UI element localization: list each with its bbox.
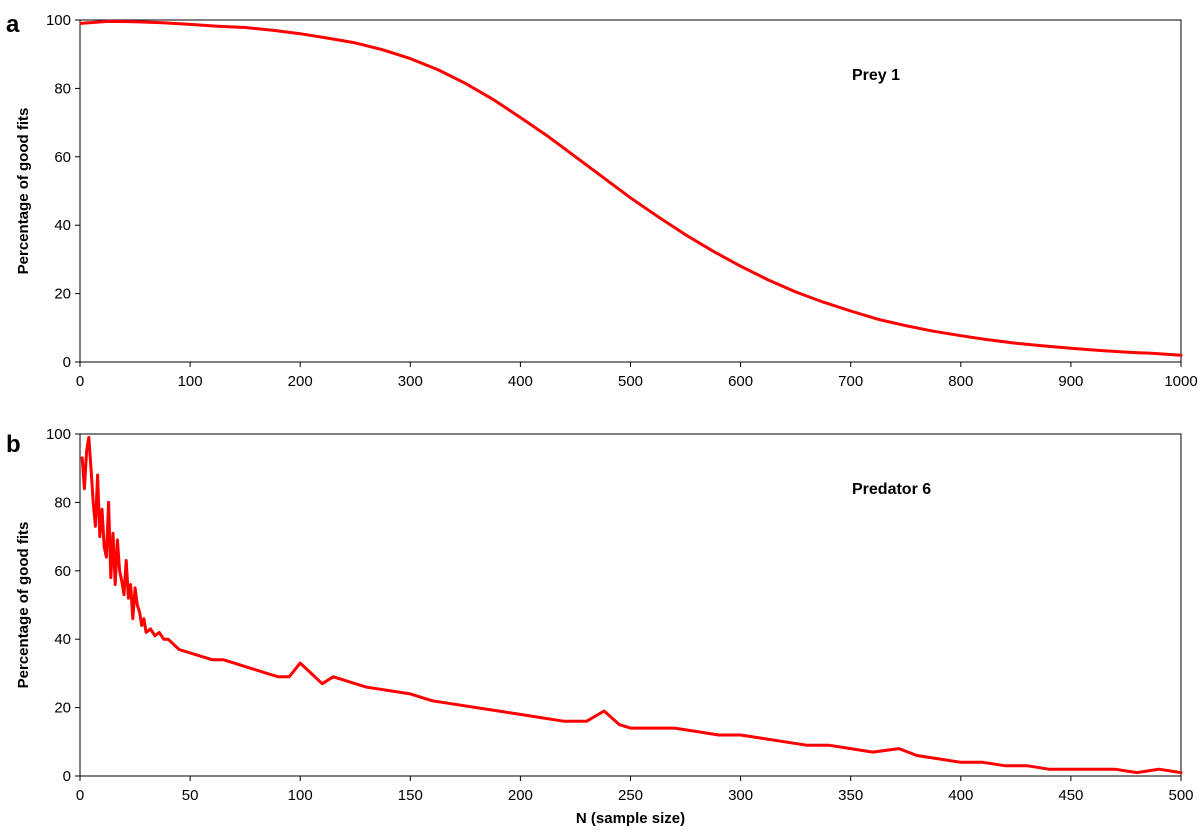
y-tick-label: 40 (54, 631, 71, 648)
y-tick-label: 80 (54, 80, 71, 97)
x-tick-label: 150 (398, 787, 423, 804)
panel-letter: a (6, 11, 20, 38)
y-tick-label: 80 (54, 494, 71, 511)
x-tick-label: 600 (728, 373, 753, 390)
plot-frame (79, 19, 1182, 363)
x-tick-label: 400 (948, 787, 973, 804)
x-tick-label: 900 (1058, 373, 1083, 390)
x-tick-label: 350 (838, 787, 863, 804)
x-tick-label: 50 (182, 787, 199, 804)
y-tick-label: 0 (63, 354, 71, 371)
plot-frame (79, 433, 1182, 777)
x-tick-label: 700 (838, 373, 863, 390)
y-tick-label: 100 (46, 12, 71, 29)
x-tick-label: 300 (398, 373, 423, 390)
y-tick-label: 20 (54, 700, 71, 717)
panel-letter: b (6, 431, 21, 458)
y-tick-label: 0 (63, 768, 71, 785)
series-line (79, 19, 1183, 357)
x-tick-label: 300 (728, 787, 753, 804)
x-tick-label: 1000 (1164, 373, 1197, 390)
x-tick-label: 100 (178, 373, 203, 390)
y-tick-label: 40 (54, 217, 71, 234)
y-tick-label: 60 (54, 563, 71, 580)
panel-b: 0 20 40 60 80 100 0 50 100 150 200 250 300 350 400 450 5… (6, 426, 1194, 827)
x-tick-label: 0 (76, 787, 84, 804)
y-axis-title: Percentage of good fits (15, 522, 32, 689)
x-tick-label: 100 (288, 787, 313, 804)
x-tick-label: 0 (76, 373, 84, 390)
x-axis-title: N (sample size) (576, 810, 685, 827)
y-tick-label: 60 (54, 149, 71, 166)
series-line (80, 435, 1183, 775)
x-tick-label: 500 (618, 373, 643, 390)
x-tick-label: 250 (618, 787, 643, 804)
x-tick-label: 450 (1058, 787, 1083, 804)
x-tick-label: 500 (1168, 787, 1193, 804)
x-tick-label: 800 (948, 373, 973, 390)
series-annotation: Predator 6 (852, 481, 931, 498)
x-tick-label: 200 (508, 787, 533, 804)
y-tick-label: 100 (46, 426, 71, 443)
series-annotation: Prey 1 (852, 67, 900, 84)
x-tick-label: 200 (288, 373, 313, 390)
y-tick-label: 20 (54, 286, 71, 303)
x-tick-label: 400 (508, 373, 533, 390)
y-axis-title: Percentage of good fits (15, 108, 32, 275)
